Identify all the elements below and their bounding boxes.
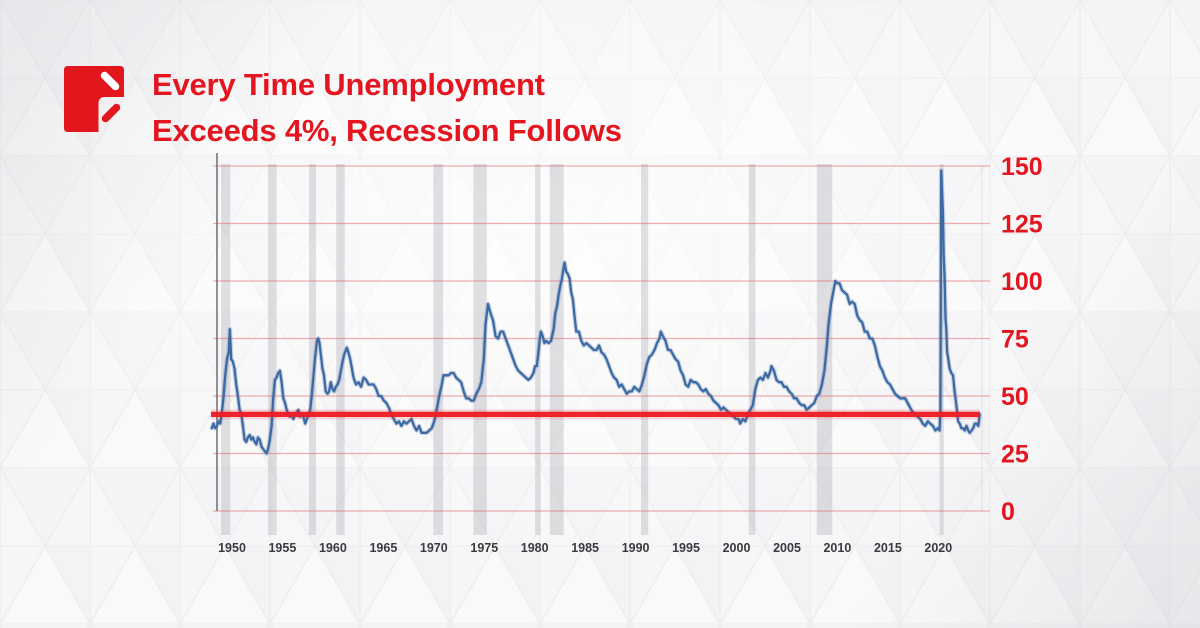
x-tick-label: 2005 <box>773 541 801 555</box>
x-tick-label: 1965 <box>369 541 397 555</box>
y-tick-label: 100 <box>1001 268 1043 296</box>
x-tick-label: 1995 <box>672 541 700 555</box>
logo-slash-red <box>101 103 121 123</box>
x-tick-label: 1960 <box>319 541 347 555</box>
recession-band <box>221 164 231 535</box>
recession-band <box>433 164 444 535</box>
x-tick-label: 1970 <box>420 541 448 555</box>
recession-band <box>748 164 756 535</box>
y-tick-label: 150 <box>1001 153 1043 181</box>
y-axis-labels: 0 25 50 75 100 125 150 <box>1001 153 1043 526</box>
x-tick-label: 2010 <box>823 541 851 555</box>
x-tick-label: 1980 <box>521 541 549 555</box>
x-tick-label: 1990 <box>622 541 650 555</box>
recession-bands <box>221 164 944 535</box>
recession-band <box>549 164 564 535</box>
x-tick-label: 1955 <box>268 541 296 555</box>
x-tick-label: 1985 <box>571 541 599 555</box>
unemployment-line <box>210 169 981 455</box>
title-line-2: Exceeds 4%, Recession Follows <box>152 113 622 148</box>
recession-band <box>336 164 345 535</box>
y-tick-label: 75 <box>1001 326 1029 354</box>
y-tick-label: 125 <box>1001 211 1043 239</box>
recession-band <box>641 164 649 535</box>
title-line-1: Every Time Unemployment <box>152 67 545 102</box>
logo-slash-white <box>100 71 120 91</box>
recession-band <box>473 164 487 535</box>
y-tick-label: 0 <box>1001 498 1015 526</box>
recession-band <box>268 164 277 535</box>
y-gridlines <box>213 165 990 512</box>
y-tick-label: 25 <box>1001 441 1029 469</box>
recession-band <box>309 164 317 535</box>
pen-slash-logo-icon <box>64 66 124 132</box>
x-tick-label: 2020 <box>924 541 952 555</box>
x-tick-label: 1975 <box>470 541 498 555</box>
x-axis-labels: 1950 1955 1960 1965 1970 1975 1980 1985 1990 1995… <box>218 541 952 555</box>
x-tick-label: 1950 <box>218 541 246 555</box>
recession-band <box>816 164 833 535</box>
header: Every Time Unemployment Exceeds 4%, Rece… <box>64 62 622 154</box>
y-tick-label: 50 <box>1001 383 1029 411</box>
x-tick-label: 2015 <box>874 541 902 555</box>
x-tick-label: 2000 <box>723 541 751 555</box>
chart-title: Every Time Unemployment Exceeds 4%, Rece… <box>152 62 622 154</box>
